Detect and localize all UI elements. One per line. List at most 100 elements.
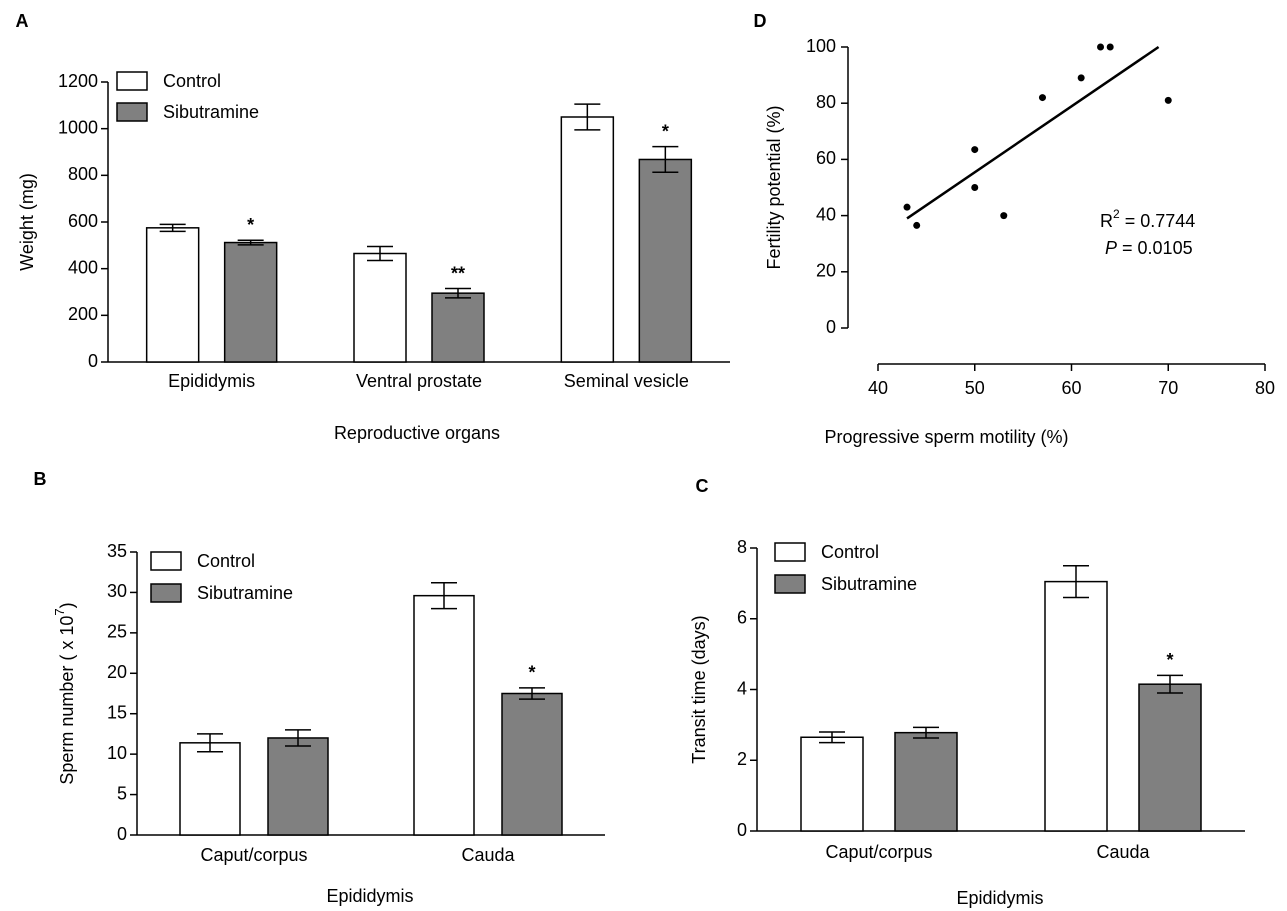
- y-tick-label: 35: [107, 541, 127, 561]
- p-label: P: [1105, 238, 1117, 258]
- significance-mark: *: [1166, 650, 1173, 670]
- bar: [638, 158, 693, 363]
- x-tick-label: 70: [1158, 378, 1178, 398]
- bar: [501, 692, 563, 836]
- x-axis-label: Epididymis: [326, 886, 413, 906]
- y-tick-label: 5: [117, 783, 127, 803]
- point: [1164, 96, 1172, 104]
- point: [971, 146, 979, 154]
- y-tick-label: 40: [816, 204, 836, 224]
- bar: [894, 731, 958, 832]
- x-axis-label: Reproductive organs: [334, 423, 500, 443]
- point: [903, 203, 911, 211]
- y-tick-label: 20: [816, 261, 836, 281]
- legend-swatch: [116, 102, 148, 122]
- legend-swatch: [774, 574, 806, 594]
- legend-label: Sibutramine: [821, 574, 917, 594]
- fit-line: [906, 45, 1160, 220]
- x-tick-label: Caput/corpus: [200, 845, 307, 865]
- y-tick-label: 80: [816, 92, 836, 112]
- legend-label: Sibutramine: [163, 102, 259, 122]
- y-tick-label: 60: [816, 148, 836, 168]
- x-tick-label: 40: [868, 378, 888, 398]
- x-tick-label: Cauda: [461, 845, 515, 865]
- y-tick-label: 20: [107, 662, 127, 682]
- y-tick-label: 1200: [58, 71, 98, 91]
- y-axis-label: Fertility potential (%): [764, 105, 784, 269]
- y-tick-label: 1000: [58, 117, 98, 137]
- y-tick-label: 0: [88, 351, 98, 371]
- y-axis-label-text: Transit time (days): [689, 615, 709, 763]
- legend-label: Control: [163, 71, 221, 91]
- x-tick-label: 80: [1255, 378, 1275, 398]
- bar: [145, 227, 200, 363]
- y-tick-label: 100: [806, 36, 836, 56]
- legend-swatch: [774, 542, 806, 562]
- r-squared-superscript: 2: [1113, 207, 1120, 221]
- p-value: P = 0.0105: [1105, 238, 1193, 258]
- bar: [413, 594, 475, 836]
- y-tick-label: 30: [107, 581, 127, 601]
- x-tick-label: 50: [965, 378, 985, 398]
- point: [1097, 43, 1105, 51]
- point: [971, 184, 979, 191]
- significance-mark: *: [247, 215, 254, 235]
- legend-swatch: [150, 583, 182, 603]
- point: [913, 221, 921, 229]
- panel-label: A: [16, 11, 29, 31]
- bar: [431, 292, 485, 363]
- y-axis-label-text: Weight (mg): [17, 173, 37, 271]
- r-squared-label: R: [1100, 211, 1113, 231]
- y-axis-label: Sperm number ( x 107): [52, 602, 77, 784]
- y-axis-label-superscript: 7: [52, 608, 67, 615]
- y-tick-label: 6: [737, 608, 747, 628]
- point: [1106, 43, 1114, 51]
- bar: [267, 737, 329, 836]
- significance-mark: *: [662, 121, 669, 141]
- x-axis-label: Progressive sperm motility (%): [824, 427, 1068, 447]
- panel-label: C: [696, 476, 709, 496]
- y-tick-label: 2: [737, 749, 747, 769]
- y-tick-label: 0: [826, 317, 836, 337]
- y-tick-label: 8: [737, 537, 747, 557]
- y-axis-label: Transit time (days): [689, 615, 709, 763]
- y-axis-label-text: Sperm number ( x 10: [57, 616, 77, 785]
- bar: [179, 742, 241, 836]
- x-tick-label: Ventral prostate: [356, 371, 482, 391]
- point: [1000, 212, 1008, 220]
- y-tick-label: 600: [68, 211, 98, 231]
- legend-label: Control: [197, 551, 255, 571]
- y-tick-label: 15: [107, 702, 127, 722]
- bar: [1044, 580, 1108, 832]
- significance-mark: *: [528, 663, 535, 683]
- legend-label: Sibutramine: [197, 583, 293, 603]
- y-tick-label: 800: [68, 164, 98, 184]
- y-tick-label: 25: [107, 622, 127, 642]
- bar: [800, 736, 864, 832]
- point: [1077, 74, 1085, 82]
- bar: [560, 116, 615, 363]
- bar: [1138, 683, 1202, 832]
- panel-label: D: [754, 11, 767, 31]
- y-tick-label: 0: [117, 824, 127, 844]
- y-tick-label: 200: [68, 304, 98, 324]
- y-axis-label-end: ): [57, 602, 77, 608]
- y-tick-label: 4: [737, 678, 747, 698]
- panel-label: B: [34, 469, 47, 489]
- y-axis-label: Weight (mg): [17, 173, 37, 271]
- legend-label: Control: [821, 542, 879, 562]
- y-tick-label: 10: [107, 743, 127, 763]
- x-tick-label: 60: [1061, 378, 1081, 398]
- x-tick-label: Epididymis: [168, 371, 255, 391]
- significance-mark: **: [451, 263, 465, 283]
- p-value-text: = 0.0105: [1117, 238, 1193, 258]
- bar: [353, 252, 407, 363]
- x-axis-label: Epididymis: [956, 888, 1043, 908]
- legend-swatch: [116, 71, 148, 91]
- r-squared: R2 = 0.7744: [1100, 207, 1195, 231]
- x-tick-label: Seminal vesicle: [564, 371, 689, 391]
- x-tick-label: Caput/corpus: [825, 842, 932, 862]
- y-tick-label: 400: [68, 257, 98, 277]
- y-tick-label: 0: [737, 820, 747, 840]
